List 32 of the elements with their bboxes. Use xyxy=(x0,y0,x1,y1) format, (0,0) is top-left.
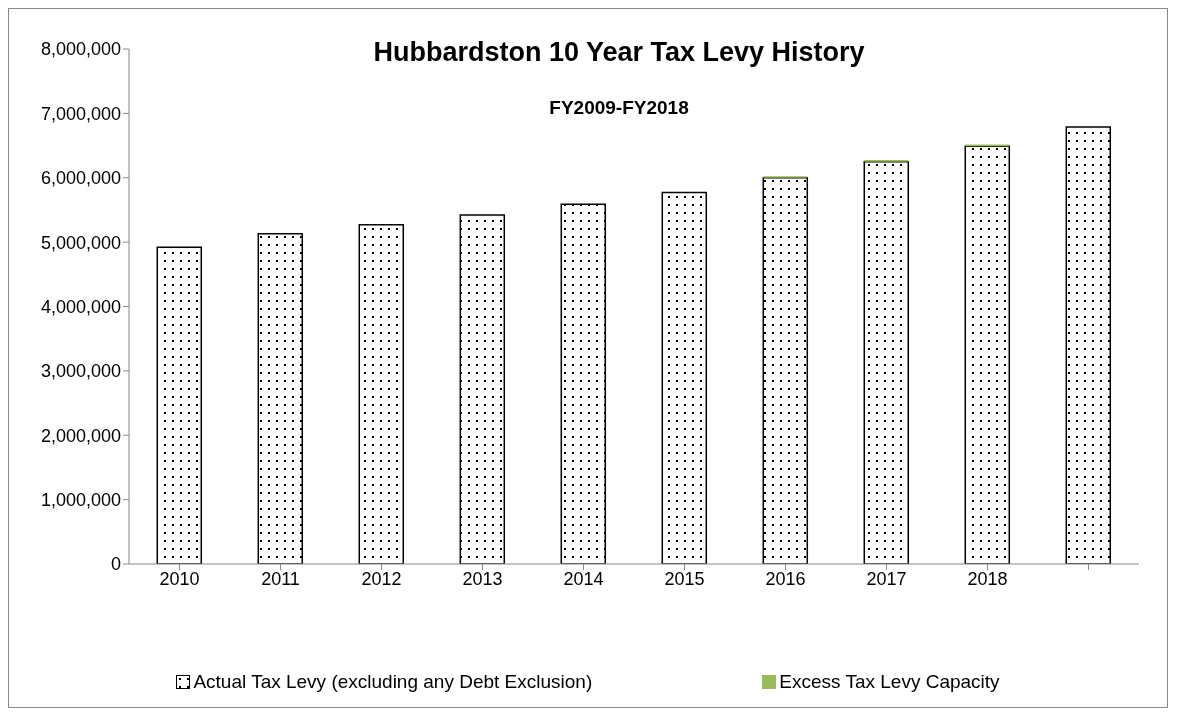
x-tick-label: 2017 xyxy=(866,568,907,589)
x-tick-label: 2011 xyxy=(261,568,300,589)
legend-label: Excess Tax Levy Capacity xyxy=(779,671,1000,693)
y-tick-label: 8,000,000 xyxy=(40,39,121,60)
x-tick-label: 2018 xyxy=(967,568,1008,589)
y-tick-label: 3,000,000 xyxy=(40,361,121,382)
legend-label: Actual Tax Levy (excluding any Debt Exclusion) xyxy=(193,671,593,693)
bar xyxy=(863,160,910,564)
x-tick-label: 2010 xyxy=(159,568,200,589)
x-tick-label: 2015 xyxy=(664,568,705,589)
text: FY2009-FY2018 xyxy=(548,97,690,119)
bar xyxy=(257,233,304,564)
y-tick-label: 6,000,000 xyxy=(40,168,121,189)
bar xyxy=(358,223,405,564)
x-tick-label: 2014 xyxy=(563,568,604,589)
bar xyxy=(1065,126,1112,564)
y-tick-label: 5,000,000 xyxy=(40,232,121,253)
bar xyxy=(964,145,1011,564)
bar xyxy=(560,203,607,564)
bar xyxy=(459,214,506,564)
y-tick-label: 1,000,000 xyxy=(40,490,121,511)
bar xyxy=(661,191,708,564)
y-tick-label: 4,000,000 xyxy=(40,296,121,317)
y-tick-label: 0 xyxy=(110,554,121,575)
y-tick-label: 7,000,000 xyxy=(40,103,121,124)
bar xyxy=(156,246,203,564)
x-tick-label: 2013 xyxy=(462,568,503,589)
x-tick-label: 2012 xyxy=(361,568,402,589)
y-tick-label: 2,000,000 xyxy=(40,425,121,446)
chart-title: Hubbardston 10 Year Tax Levy History xyxy=(372,37,866,68)
bar xyxy=(762,177,809,564)
x-tick-label: 2016 xyxy=(765,568,806,589)
